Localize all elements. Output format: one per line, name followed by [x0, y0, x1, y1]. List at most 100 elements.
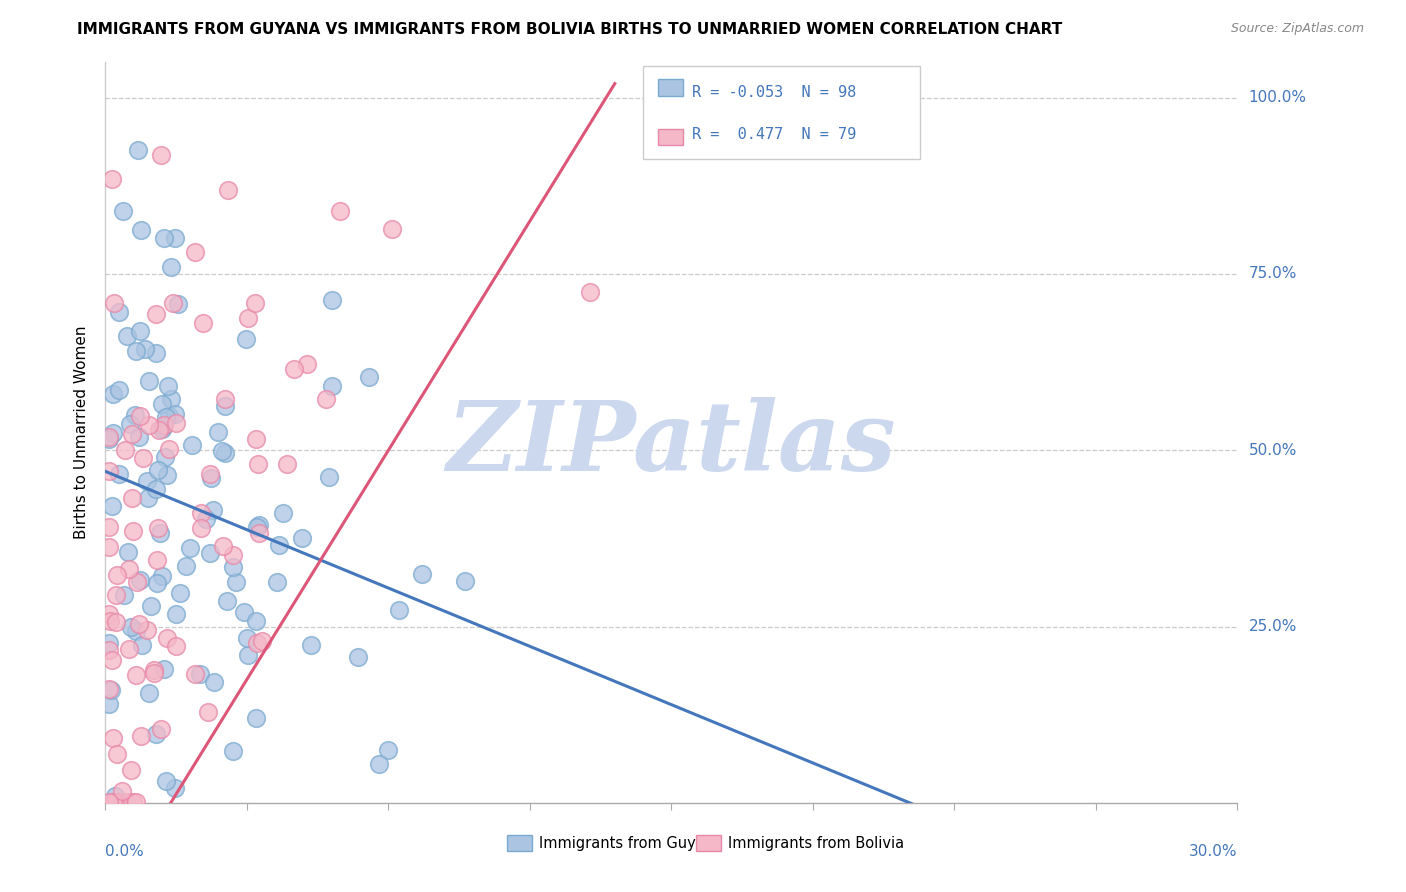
- Point: [201, 503, 224, 517]
- Point: [149, 526, 172, 541]
- Point: [120, 763, 142, 777]
- Point: [98, 682, 121, 697]
- Point: [155, 409, 177, 424]
- Text: R = -0.053  N = 98: R = -0.053 N = 98: [692, 85, 856, 100]
- Point: [114, 795, 136, 809]
- Point: [118, 562, 141, 576]
- Point: [101, 172, 124, 186]
- Point: [165, 607, 187, 622]
- Point: [266, 574, 288, 589]
- Point: [359, 370, 381, 384]
- Point: [232, 605, 254, 619]
- Point: [145, 553, 167, 567]
- Text: Immigrants from Bolivia: Immigrants from Bolivia: [728, 836, 904, 851]
- Point: [156, 468, 179, 483]
- Point: [245, 711, 267, 725]
- FancyBboxPatch shape: [658, 79, 683, 95]
- Point: [299, 638, 322, 652]
- Point: [245, 432, 267, 446]
- Point: [156, 632, 179, 646]
- Point: [236, 631, 259, 645]
- Text: 50.0%: 50.0%: [1249, 442, 1296, 458]
- Point: [179, 541, 201, 556]
- Point: [131, 450, 153, 465]
- Point: [128, 617, 150, 632]
- Point: [214, 446, 236, 460]
- Point: [155, 774, 177, 789]
- Point: [153, 417, 176, 432]
- Point: [152, 662, 174, 676]
- Point: [101, 731, 124, 745]
- Point: [181, 438, 204, 452]
- Point: [153, 230, 176, 244]
- Point: [245, 614, 267, 628]
- Point: [150, 148, 173, 162]
- Point: [247, 526, 270, 541]
- Point: [246, 520, 269, 534]
- Point: [146, 576, 169, 591]
- Point: [101, 653, 124, 667]
- Point: [146, 521, 169, 535]
- Point: [114, 442, 136, 457]
- Point: [579, 285, 602, 299]
- Point: [107, 384, 129, 398]
- Point: [120, 620, 142, 634]
- Point: [411, 566, 433, 581]
- Point: [318, 469, 340, 483]
- Point: [291, 531, 314, 545]
- Point: [98, 795, 121, 809]
- FancyBboxPatch shape: [508, 835, 531, 851]
- Point: [214, 400, 236, 414]
- Point: [214, 392, 236, 407]
- Point: [165, 407, 187, 421]
- Point: [190, 521, 212, 535]
- Point: [283, 361, 305, 376]
- Point: [198, 545, 221, 559]
- Point: [129, 574, 152, 588]
- Point: [121, 427, 143, 442]
- Point: [98, 698, 121, 712]
- Point: [98, 643, 121, 657]
- Text: R =  0.477  N = 79: R = 0.477 N = 79: [692, 127, 856, 142]
- Point: [103, 295, 125, 310]
- Point: [136, 624, 159, 638]
- Point: [217, 183, 239, 197]
- Point: [157, 409, 180, 423]
- Text: ZIPatlas: ZIPatlas: [447, 397, 896, 491]
- Point: [100, 683, 122, 698]
- Point: [454, 574, 477, 589]
- Text: 25.0%: 25.0%: [1249, 619, 1296, 634]
- Point: [211, 444, 233, 458]
- Point: [125, 344, 148, 359]
- Point: [103, 789, 125, 803]
- Point: [174, 558, 197, 573]
- Point: [153, 450, 176, 464]
- Text: IMMIGRANTS FROM GUYANA VS IMMIGRANTS FROM BOLIVIA BIRTHS TO UNMARRIED WOMEN CORR: IMMIGRANTS FROM GUYANA VS IMMIGRANTS FRO…: [77, 22, 1063, 37]
- Point: [142, 665, 165, 680]
- Point: [98, 607, 121, 621]
- Point: [145, 307, 167, 321]
- Point: [165, 639, 187, 653]
- Point: [190, 506, 212, 520]
- Point: [112, 587, 135, 601]
- Point: [98, 614, 121, 628]
- Point: [238, 648, 260, 662]
- Point: [108, 467, 131, 481]
- Point: [157, 379, 180, 393]
- Point: [202, 675, 225, 690]
- Point: [124, 795, 146, 809]
- Point: [165, 231, 187, 245]
- Point: [101, 795, 124, 809]
- Point: [138, 686, 160, 700]
- Text: 75.0%: 75.0%: [1249, 267, 1296, 282]
- Point: [121, 491, 143, 506]
- Point: [381, 222, 404, 236]
- Point: [222, 548, 245, 562]
- Text: 100.0%: 100.0%: [1249, 90, 1306, 105]
- Point: [138, 374, 160, 388]
- Point: [145, 727, 167, 741]
- Point: [295, 357, 318, 371]
- Point: [101, 387, 124, 401]
- Point: [98, 433, 121, 447]
- Point: [125, 667, 148, 681]
